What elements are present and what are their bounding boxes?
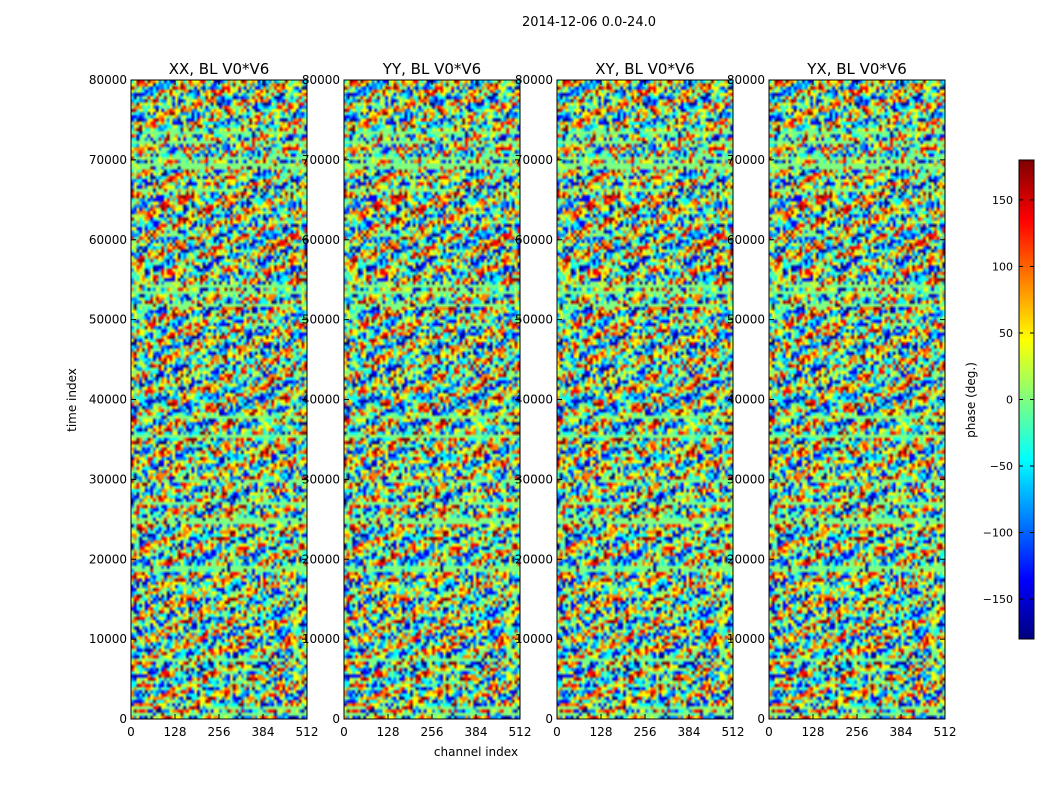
y-tick-label: 70000 [89, 153, 127, 167]
y-tick-label: 80000 [515, 73, 553, 87]
y-tick-label: 20000 [302, 552, 340, 566]
x-tick-label: 512 [509, 725, 532, 739]
panel-title: YY, BL V0*V6 [382, 60, 481, 78]
x-tick-label: 128 [164, 725, 187, 739]
y-tick-label: 50000 [515, 313, 553, 327]
phase-heatmap-image [344, 80, 520, 719]
phase-heatmap-image [131, 80, 307, 719]
y-tick-label: 60000 [89, 233, 127, 247]
x-tick-label: 256 [634, 725, 657, 739]
colorbar-tick-label: 100 [992, 260, 1013, 273]
x-tick-label: 256 [421, 725, 444, 739]
y-tick-label: 10000 [515, 632, 553, 646]
x-tick-label: 0 [340, 725, 348, 739]
y-tick-label: 10000 [727, 632, 765, 646]
figure-title: 2014-12-06 0.0-24.0 [522, 15, 656, 30]
x-tick-label: 0 [127, 725, 135, 739]
y-tick-label: 80000 [302, 73, 340, 87]
colorbar-label: phase (deg.) [964, 362, 978, 438]
y-tick-label: 30000 [727, 472, 765, 486]
panels: XX, BL V0*V6 0 128 256 384 512 0 10000 20000 3000… [89, 60, 957, 739]
y-tick-label: 60000 [515, 233, 553, 247]
x-tick-label: 384 [890, 725, 913, 739]
x-tick-label: 256 [208, 725, 231, 739]
colorbar: 150 100 50 0 −50 −100 −150 [983, 159, 1035, 640]
y-tick-label: 10000 [89, 632, 127, 646]
y-tick-label: 20000 [89, 552, 127, 566]
panel-title: XX, BL V0*V6 [169, 60, 270, 78]
panel-1: XX, BL V0*V6 0 128 256 384 512 0 10000 20000 3000… [89, 60, 319, 739]
y-tick-label: 70000 [302, 153, 340, 167]
x-axis-label: channel index [434, 745, 518, 759]
x-tick-label: 0 [765, 725, 773, 739]
x-tick-label: 512 [296, 725, 319, 739]
y-tick-label: 80000 [727, 73, 765, 87]
y-tick-label: 20000 [515, 552, 553, 566]
x-tick-label: 384 [252, 725, 275, 739]
y-tick-label: 70000 [727, 153, 765, 167]
y-tick-label: 0 [119, 712, 127, 726]
y-tick-label: 0 [332, 712, 340, 726]
y-tick-label: 50000 [727, 313, 765, 327]
panel-3: XY, BL V0*V6 0 128 256 384 512 0 10000 20000 3000… [515, 60, 745, 739]
y-tick-label: 30000 [515, 472, 553, 486]
y-tick-label: 40000 [302, 393, 340, 407]
colorbar-tick-label: −50 [990, 460, 1013, 473]
colorbar-tick-label: −100 [983, 527, 1013, 540]
x-tick-label: 128 [802, 725, 825, 739]
y-tick-label: 0 [757, 712, 765, 726]
y-tick-label: 30000 [302, 472, 340, 486]
y-axis-label: time index [65, 368, 79, 432]
y-tick-label: 50000 [89, 313, 127, 327]
y-tick-label: 70000 [515, 153, 553, 167]
y-tick-label: 20000 [727, 552, 765, 566]
x-tick-label: 384 [465, 725, 488, 739]
x-tick-label: 128 [590, 725, 613, 739]
x-tick-label: 128 [377, 725, 400, 739]
x-tick-label: 512 [722, 725, 745, 739]
y-tick-label: 0 [545, 712, 553, 726]
x-tick-label: 0 [553, 725, 561, 739]
colorbar-tick-label: 0 [1006, 394, 1013, 407]
y-tick-label: 40000 [727, 393, 765, 407]
colorbar-tick-label: 150 [992, 194, 1013, 207]
panel-4: YX, BL V0*V6 0 128 256 384 512 0 10000 20000 3000… [727, 60, 957, 739]
y-tick-label: 50000 [302, 313, 340, 327]
x-tick-label: 512 [934, 725, 957, 739]
colorbar-tick-label: 50 [999, 327, 1013, 340]
colorbar-tick-label: −150 [983, 593, 1013, 606]
panel-title: YX, BL V0*V6 [806, 60, 907, 78]
phase-heatmap-image [769, 80, 945, 719]
y-tick-label: 40000 [89, 393, 127, 407]
y-tick-label: 80000 [89, 73, 127, 87]
phase-heatmap-image [557, 80, 733, 719]
x-tick-label: 384 [678, 725, 701, 739]
y-tick-label: 30000 [89, 472, 127, 486]
x-tick-label: 256 [846, 725, 869, 739]
y-tick-label: 60000 [727, 233, 765, 247]
panel-title: XY, BL V0*V6 [595, 60, 695, 78]
panel-2: YY, BL V0*V6 0 128 256 384 512 0 10000 20000 3000… [302, 60, 532, 739]
y-tick-label: 40000 [515, 393, 553, 407]
y-tick-label: 60000 [302, 233, 340, 247]
y-tick-label: 10000 [302, 632, 340, 646]
